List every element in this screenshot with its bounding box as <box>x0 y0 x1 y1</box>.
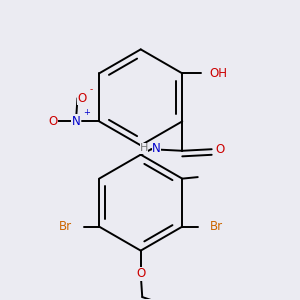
Text: O: O <box>77 92 87 105</box>
Text: O: O <box>136 267 145 280</box>
Text: +: + <box>83 108 90 117</box>
Text: O: O <box>48 115 57 128</box>
Text: OH: OH <box>209 67 227 80</box>
Text: -: - <box>89 85 92 94</box>
Text: Br: Br <box>58 220 72 233</box>
Text: N: N <box>152 142 161 155</box>
Text: Br: Br <box>210 220 223 233</box>
Text: O: O <box>216 143 225 156</box>
Text: N: N <box>72 115 80 128</box>
Text: H: H <box>140 143 148 153</box>
